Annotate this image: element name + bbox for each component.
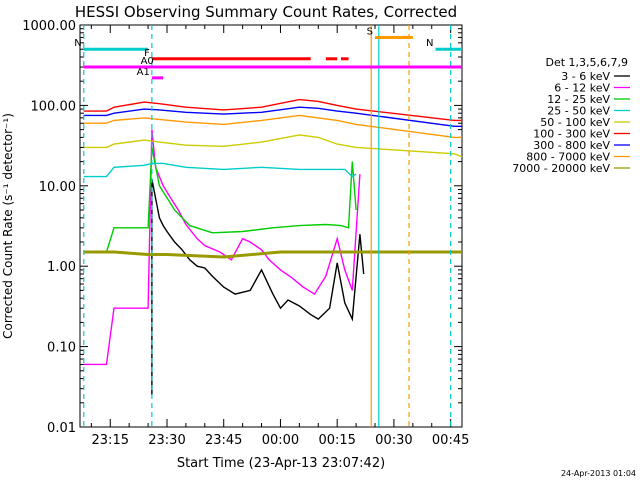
state-label-2: F <box>144 48 150 59</box>
y-tick-label: 0.10 <box>47 341 76 356</box>
series-line-2 <box>83 147 357 253</box>
legend-label-7: 800 - 7000 keV <box>526 151 610 164</box>
y-tick-label: 0.01 <box>47 421 76 436</box>
legend-label-8: 7000 - 20000 keV <box>512 162 610 175</box>
series-line-4 <box>83 134 463 158</box>
x-tick-label: 00:30 <box>375 433 412 448</box>
y-axis-label: Corrected Count Rate (s⁻¹ detector⁻¹) <box>1 113 15 339</box>
legend-label-0: 3 - 6 keV <box>561 70 610 83</box>
axes: 0.01 0.10 1.00 10.00 100.00 1000.00 23:15 23:30… <box>22 19 469 448</box>
x-tick-label: 00:45 <box>432 433 469 448</box>
y-tick-label: 10.00 <box>39 180 76 195</box>
legend-label-6: 300 - 800 keV <box>533 139 610 152</box>
x-tick-label: 00:15 <box>318 433 355 448</box>
x-tick-label: 23:45 <box>205 433 242 448</box>
series-layer <box>83 98 463 395</box>
y-tick-label: 1000.00 <box>22 19 76 34</box>
state-label-6: A0 <box>141 56 154 67</box>
legend-label-2: 12 - 25 keV <box>547 93 610 106</box>
x-tick-label: 23:15 <box>92 433 129 448</box>
series-line-6 <box>83 106 462 127</box>
x-tick-label: 00:00 <box>262 433 299 448</box>
state-label-7: S <box>367 26 373 37</box>
series-line-8 <box>83 250 462 259</box>
chart-title: HESSI Observing Summary Count Rates, Cor… <box>75 3 457 21</box>
plot-frame <box>79 24 463 428</box>
series-line-7 <box>83 114 462 139</box>
legend-label-5: 100 - 300 keV <box>533 128 610 141</box>
footer-date: 24-Apr-2013 01:04 <box>561 469 636 478</box>
legend-label-1: 6 - 12 keV <box>554 82 610 95</box>
state-label-1: N <box>426 38 433 49</box>
series-line-1 <box>83 129 361 366</box>
legend-title: Det 1,3,5,6,7,9 <box>545 56 628 69</box>
state-label-5: A1 <box>137 67 150 78</box>
series-line-3 <box>83 162 357 178</box>
legend-label-4: 50 - 100 keV <box>540 116 610 129</box>
series-line-5 <box>83 98 462 122</box>
x-tick-label: 23:30 <box>148 433 185 448</box>
y-tick-label: 100.00 <box>31 99 77 114</box>
series-line-0 <box>151 179 365 395</box>
state-label-0: N <box>74 38 81 49</box>
y-tick-label: 1.00 <box>47 260 76 275</box>
x-axis-label: Start Time (23-Apr-13 23:07:42) <box>177 456 385 471</box>
legend-label-3: 25 - 50 keV <box>547 105 610 118</box>
